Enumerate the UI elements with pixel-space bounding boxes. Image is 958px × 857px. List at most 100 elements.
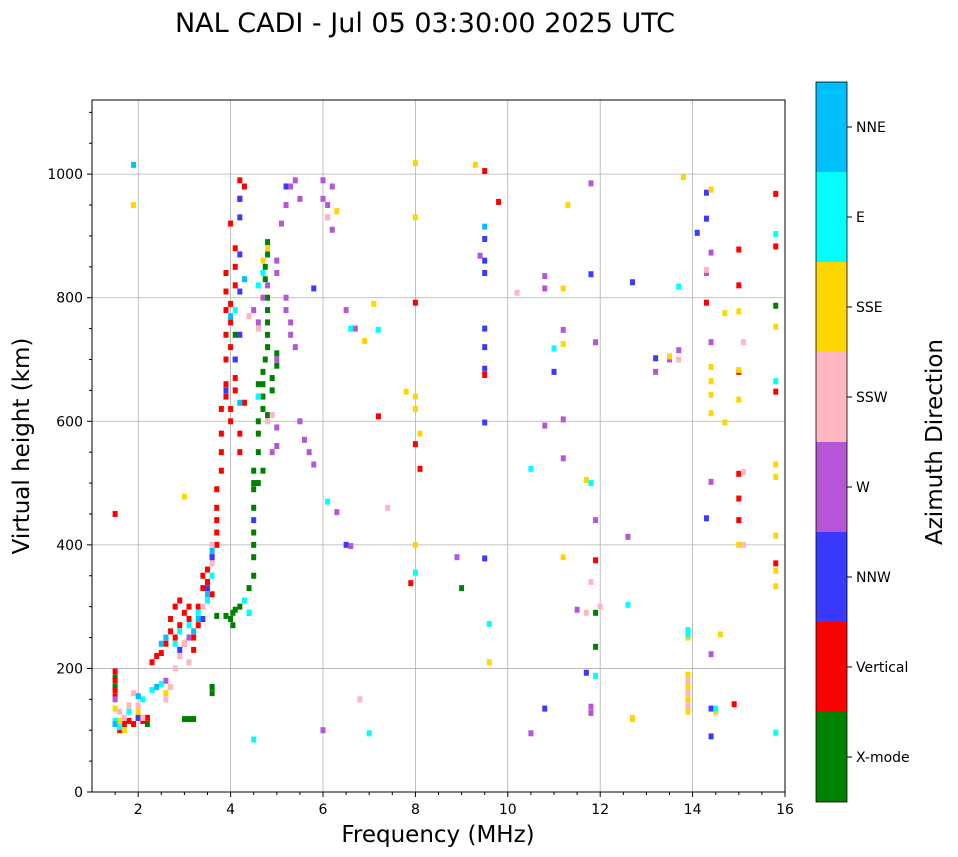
data-point [412, 569, 418, 576]
data-point [112, 674, 118, 681]
data-point [265, 239, 271, 246]
data-point [625, 533, 631, 540]
data-point [172, 640, 178, 647]
data-point [158, 640, 164, 647]
data-point [200, 616, 206, 622]
data-point [352, 325, 358, 332]
data-point [588, 271, 594, 278]
data-point [265, 418, 271, 425]
data-point [163, 634, 169, 641]
data-point [703, 266, 709, 273]
data-point [482, 419, 488, 426]
data-point [232, 282, 238, 289]
data-point [265, 344, 271, 351]
data-point [237, 195, 243, 202]
data-point [140, 696, 146, 703]
data-point [232, 387, 238, 394]
data-point [131, 690, 137, 697]
data-point [731, 701, 737, 708]
data-point [163, 696, 169, 703]
data-point [131, 161, 137, 168]
series-nnw [112, 183, 714, 740]
data-point [454, 554, 460, 561]
data-point [117, 727, 123, 734]
data-point [214, 486, 220, 493]
data-point [218, 467, 224, 474]
data-point [126, 717, 132, 724]
data-point [237, 251, 243, 258]
data-point [630, 279, 636, 286]
data-point [168, 616, 174, 622]
data-point [482, 325, 488, 332]
data-point [542, 422, 548, 429]
colorbar-tick-label: SSE [856, 300, 883, 316]
data-point [223, 331, 229, 338]
data-point [593, 609, 599, 616]
data-point [366, 730, 372, 737]
data-point [131, 721, 137, 728]
x-tick-label: 10 [499, 802, 517, 818]
data-point [528, 730, 534, 737]
data-point [472, 161, 478, 168]
data-point [773, 231, 779, 238]
data-point [251, 529, 257, 536]
series-vertical [112, 168, 779, 734]
colorbar-tick-label: NNW [856, 570, 891, 586]
data-point [172, 634, 178, 641]
data-point [708, 363, 714, 370]
data-point [375, 413, 381, 420]
data-point [583, 609, 589, 616]
colorbar-tick-label: W [856, 480, 870, 496]
data-point [140, 717, 146, 724]
data-point [158, 649, 164, 656]
data-point [241, 276, 247, 283]
data-point [593, 517, 599, 524]
y-tick-label: 1000 [47, 167, 83, 183]
data-point [112, 677, 118, 684]
data-point [653, 368, 659, 375]
data-point [262, 276, 268, 283]
colorbar-frame [815, 81, 848, 803]
data-point [186, 603, 192, 610]
data-point [230, 622, 236, 629]
data-point [163, 690, 169, 697]
data-point [685, 677, 691, 684]
data-point [260, 467, 266, 474]
data-point [191, 628, 197, 635]
data-point [482, 236, 488, 243]
data-point [228, 300, 234, 307]
data-point [237, 214, 243, 221]
data-point [403, 388, 409, 395]
data-point [223, 270, 229, 276]
data-point [274, 350, 280, 357]
data-point [560, 341, 566, 348]
data-point [126, 702, 132, 709]
data-point [736, 470, 742, 477]
data-point [149, 659, 155, 666]
data-point [542, 285, 548, 292]
data-point [703, 299, 709, 306]
data-point [186, 616, 192, 622]
data-point [223, 393, 229, 400]
data-point [565, 202, 571, 209]
data-point [773, 567, 779, 574]
data-point [560, 326, 566, 333]
data-point [135, 714, 141, 721]
series-nne [112, 161, 488, 728]
data-point [708, 249, 714, 256]
series-sse [112, 160, 779, 734]
data-point [158, 680, 164, 687]
data-point [251, 486, 257, 493]
data-point [121, 727, 127, 734]
data-point [223, 381, 229, 388]
data-point [112, 687, 118, 694]
data-point [265, 412, 271, 419]
data-point [251, 736, 257, 743]
data-point [708, 391, 714, 398]
data-point [597, 603, 603, 610]
data-point [773, 583, 779, 590]
data-point [205, 566, 210, 573]
data-point [251, 554, 257, 561]
x-tick-label: 6 [319, 802, 328, 818]
data-point [112, 668, 118, 675]
